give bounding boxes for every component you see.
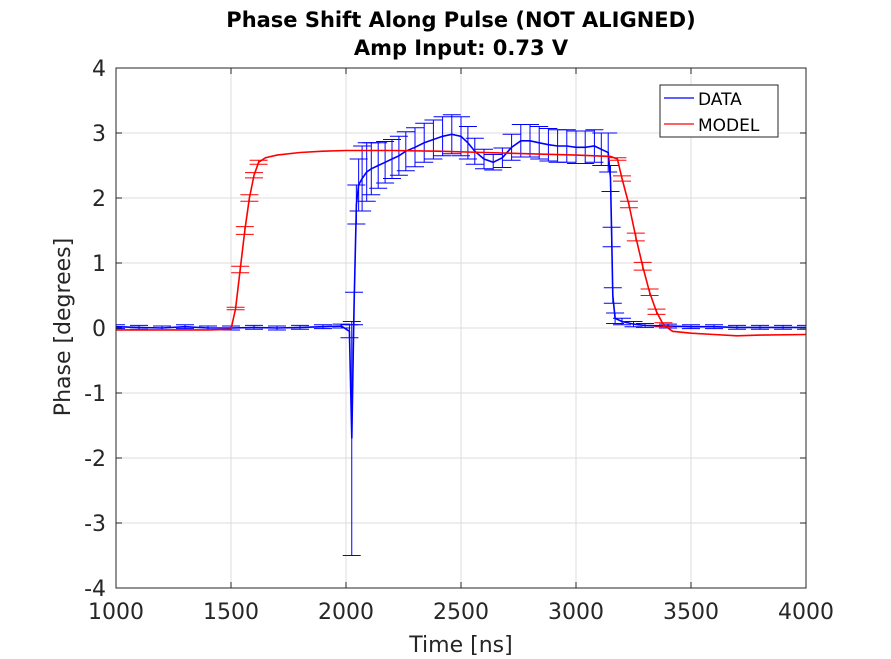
x-axis-label: Time [ns] [408,633,512,658]
x-tick-label: 2500 [433,600,489,625]
plot-series [116,114,806,556]
y-tick-label: 2 [92,187,106,212]
series-line-data [116,133,806,439]
y-tick-label: 4 [92,57,106,82]
y-tick-label: -4 [84,577,106,602]
x-tick-label: 1000 [88,600,144,625]
legend-box [659,84,779,138]
series-line-model [116,149,806,337]
y-tick-label: 0 [92,317,106,342]
legend-label-model: MODEL [698,116,760,136]
axis-ticks: 1000 1500 2000 2500 3000 3500 4000 -4 -3 -2 -1 0 1 2 3… [84,57,834,625]
x-tick-label: 3000 [548,600,604,625]
y-tick-label: -1 [84,382,106,407]
series-model [116,149,806,337]
x-tick-label: 2000 [318,600,374,625]
y-tick-label: 3 [92,122,106,147]
chart-subtitle: Amp Input: 0.73 V [354,36,569,60]
y-tick-label: -3 [84,512,106,537]
x-tick-label: 3500 [663,600,719,625]
y-tick-label: -2 [84,447,106,472]
legend: DATA MODEL [659,84,779,138]
y-axis-label: Phase [degrees] [51,238,76,416]
x-tick-label: 1500 [203,600,259,625]
legend-label-data: DATA [698,90,742,110]
series-data [116,114,806,556]
x-tick-label: 4000 [778,600,834,625]
y-tick-label: 1 [92,252,106,277]
chart-title: Phase Shift Along Pulse (NOT ALIGNED) [226,8,695,32]
